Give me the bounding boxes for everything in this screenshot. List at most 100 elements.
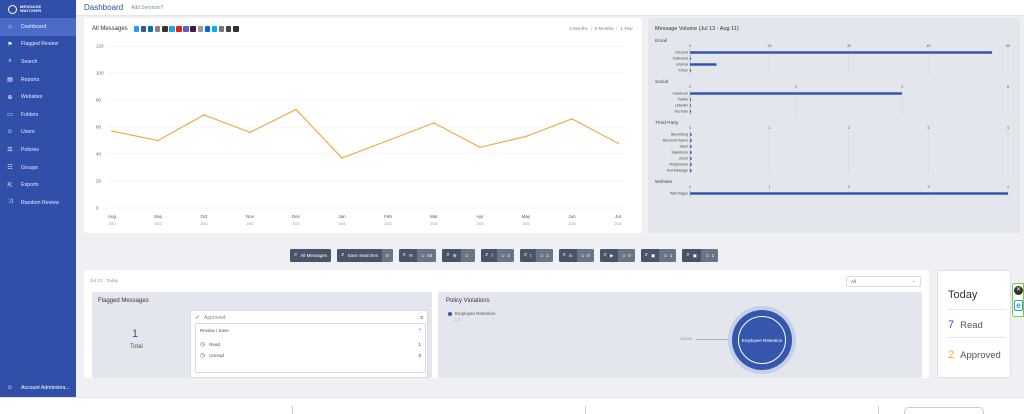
volume-bar[interactable] xyxy=(690,163,692,166)
sidebar-item-users[interactable]: ☺ Users xyxy=(0,124,76,142)
data-point[interactable] xyxy=(111,130,113,132)
filter-search-button[interactable]: ⌕ All Messages xyxy=(290,249,332,262)
filter-dropdown[interactable]: All ⌄ xyxy=(846,276,921,287)
policy-legend[interactable]: Employee Retention xyxy=(448,311,496,316)
source-filter-icon[interactable] xyxy=(162,26,168,32)
x-tick-sublabel: 2003 xyxy=(476,222,483,226)
extension-tab[interactable]: ✕ e xyxy=(1012,283,1024,317)
sidebar-item-groups[interactable]: ☷ Groups xyxy=(0,159,76,177)
source-filter-icon[interactable] xyxy=(169,26,175,32)
volume-bar[interactable] xyxy=(690,69,692,72)
sidebar-item-websites[interactable]: ⊕ Websites xyxy=(0,88,76,106)
footer-tab[interactable] xyxy=(904,407,984,414)
review-row[interactable]: Review / Save › xyxy=(200,327,421,333)
data-point[interactable] xyxy=(525,135,527,138)
source-filter-icon[interactable] xyxy=(233,26,239,32)
extension-logo-icon[interactable]: e xyxy=(1014,300,1023,311)
volume-bar[interactable] xyxy=(690,51,993,54)
sidebar-item-dashboard[interactable]: ⌂ Dashboard xyxy=(0,18,76,36)
volume-category-label: Inbound xyxy=(675,51,688,55)
search-icon: ⌕ xyxy=(644,252,648,258)
data-point[interactable] xyxy=(341,157,343,159)
y-tick-label: 20 xyxy=(96,179,102,184)
source-filter-icon[interactable] xyxy=(225,26,232,32)
filter-other-button[interactable]: ⌕ ▣ ☺ 1 xyxy=(640,249,677,262)
source-filter-icon[interactable] xyxy=(140,26,147,32)
sidebar-item-reports[interactable]: ▤ Reports xyxy=(0,71,76,89)
filter-facebook-button[interactable]: ⌕ f ☺ 2 xyxy=(481,249,514,262)
close-icon[interactable]: ✕ xyxy=(1014,286,1023,295)
account-menu[interactable]: ☺ Account Administra... xyxy=(0,385,76,391)
volume-group-title: Website xyxy=(655,179,673,185)
source-filter-icon[interactable] xyxy=(133,26,140,32)
data-point[interactable] xyxy=(387,139,389,142)
range-option[interactable]: 3 Months xyxy=(569,26,588,31)
volume-category-label: Twitter xyxy=(678,98,689,102)
read-row[interactable]: ◷ Read 1 xyxy=(200,341,421,348)
data-point[interactable] xyxy=(295,108,297,111)
volume-group-title: Social xyxy=(655,79,668,85)
volume-bar[interactable] xyxy=(690,151,692,154)
source-filter-icon[interactable] xyxy=(211,26,218,32)
filter-twitter-button[interactable]: ⌕ t ☺ 1 xyxy=(519,249,553,262)
filter-youtube-button[interactable]: ⌕ ▶ ☺ 0 xyxy=(599,249,635,262)
volume-bar[interactable] xyxy=(690,133,692,136)
filter-search-button[interactable]: ⌕ Save Searches 0 xyxy=(337,249,393,262)
volume-bar[interactable] xyxy=(690,104,692,107)
add-services-link[interactable]: Add Services? xyxy=(131,4,164,11)
approved-row[interactable]: ✓ Approved 0 xyxy=(195,314,423,322)
today-read[interactable]: 7 Read xyxy=(948,319,983,331)
source-filter-icon[interactable] xyxy=(190,26,196,32)
volume-tick-label: 0 xyxy=(689,126,691,130)
search-icon: ⌕ xyxy=(686,252,690,258)
brand-logo[interactable]: MESSAGE WATCHER xyxy=(0,0,76,18)
sidebar-item-folders[interactable]: ▭ Folders xyxy=(0,106,76,124)
data-point[interactable] xyxy=(433,122,435,124)
sidebar-item-exports[interactable]: ⇱ Exports xyxy=(0,176,76,194)
all-messages-card: All Messages 3 Months 6 Months 1 Year 0 20 4… xyxy=(84,18,642,233)
volume-tick-label: 0 xyxy=(689,44,691,48)
source-filter-icon[interactable] xyxy=(218,26,225,32)
range-option[interactable]: 6 Months xyxy=(590,26,617,31)
today-read-label: Read xyxy=(960,320,983,331)
data-point[interactable] xyxy=(157,139,159,142)
volume-bar[interactable] xyxy=(690,139,692,142)
source-filter-icon[interactable] xyxy=(183,26,189,32)
unread-row[interactable]: ◷ Unread 0 xyxy=(200,352,421,359)
volume-tick-label: 2 xyxy=(795,85,797,89)
source-filter-icon[interactable] xyxy=(147,26,154,32)
volume-bar[interactable] xyxy=(690,98,692,101)
source-filter-icon[interactable] xyxy=(154,26,161,32)
source-filter-icon[interactable] xyxy=(197,26,204,32)
dashboard-icon: ⌂ xyxy=(8,23,12,30)
filter-email-button[interactable]: ⌕ ✉ ☺ 54 xyxy=(398,249,437,262)
unread-status-icon: ◷ xyxy=(200,353,206,359)
volume-bar[interactable] xyxy=(690,145,692,148)
sidebar-item-flagged-review[interactable]: ⚑ Flagged Review xyxy=(0,36,76,54)
data-point[interactable] xyxy=(479,146,481,149)
filter-chat-button[interactable]: ⌕ ▣ ☺ 1 xyxy=(682,249,719,262)
data-point[interactable] xyxy=(571,118,573,120)
source-filter-icon[interactable] xyxy=(176,26,182,32)
volume-bar[interactable] xyxy=(690,63,717,66)
range-option[interactable]: 1 Year xyxy=(616,26,636,31)
filter-linkedin-button[interactable]: ⌕ in ☺ 0 xyxy=(558,249,594,262)
source-filter-icon[interactable] xyxy=(204,26,211,32)
data-point[interactable] xyxy=(203,114,205,116)
sidebar-item-search[interactable]: ⌕ Search xyxy=(0,53,76,71)
volume-bar[interactable] xyxy=(690,92,902,95)
sidebar-item-policies[interactable]: ⚖ Policies xyxy=(0,141,76,159)
data-point[interactable] xyxy=(249,131,251,134)
volume-bar[interactable] xyxy=(690,169,692,172)
filter-globe-button[interactable]: ⌕ ⊕ ☺ xyxy=(442,249,476,262)
volume-bar[interactable] xyxy=(690,57,692,60)
volume-bar[interactable] xyxy=(690,192,1008,195)
data-point[interactable] xyxy=(617,142,619,144)
policy-donut[interactable]: Employee Retention xyxy=(732,310,792,370)
sidebar-item-random-review[interactable]: ⤨ Random Review xyxy=(0,194,76,212)
volume-bar[interactable] xyxy=(690,110,692,113)
volume-bar[interactable] xyxy=(690,157,692,160)
filter-left: ⌕ t xyxy=(519,249,536,262)
flag-icon: ⚑ xyxy=(7,41,13,48)
today-approved[interactable]: 2 Approved xyxy=(948,349,1001,361)
